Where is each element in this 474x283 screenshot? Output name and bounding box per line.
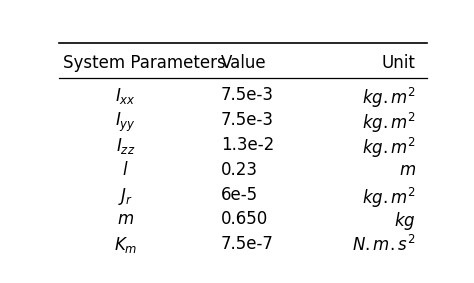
Text: $kg.m^2$: $kg.m^2$: [362, 86, 416, 110]
Text: 1.3e-2: 1.3e-2: [221, 136, 274, 154]
Text: $kg.m^2$: $kg.m^2$: [362, 111, 416, 135]
Text: $I_{xx}$: $I_{xx}$: [115, 86, 136, 106]
Text: $kg$: $kg$: [394, 211, 416, 232]
Text: $l$: $l$: [122, 161, 128, 179]
Text: System Parameters: System Parameters: [63, 53, 226, 72]
Text: $m$: $m$: [399, 161, 416, 179]
Text: $m$: $m$: [117, 211, 134, 228]
Text: $N.m.s^2$: $N.m.s^2$: [352, 235, 416, 256]
Text: 6e-5: 6e-5: [221, 186, 258, 204]
Text: $K_{m}$: $K_{m}$: [114, 235, 137, 255]
Text: 7.5e-7: 7.5e-7: [221, 235, 274, 253]
Text: 0.23: 0.23: [221, 161, 258, 179]
Text: $J_{r}$: $J_{r}$: [118, 186, 133, 207]
Text: $kg.m^2$: $kg.m^2$: [362, 186, 416, 210]
Text: $I_{zz}$: $I_{zz}$: [116, 136, 135, 156]
Text: Value: Value: [221, 53, 266, 72]
Text: Unit: Unit: [382, 53, 416, 72]
Text: $I_{yy}$: $I_{yy}$: [115, 111, 136, 134]
Text: 7.5e-3: 7.5e-3: [221, 86, 274, 104]
Text: $kg.m^2$: $kg.m^2$: [362, 136, 416, 160]
Text: 0.650: 0.650: [221, 211, 268, 228]
Text: 7.5e-3: 7.5e-3: [221, 111, 274, 129]
